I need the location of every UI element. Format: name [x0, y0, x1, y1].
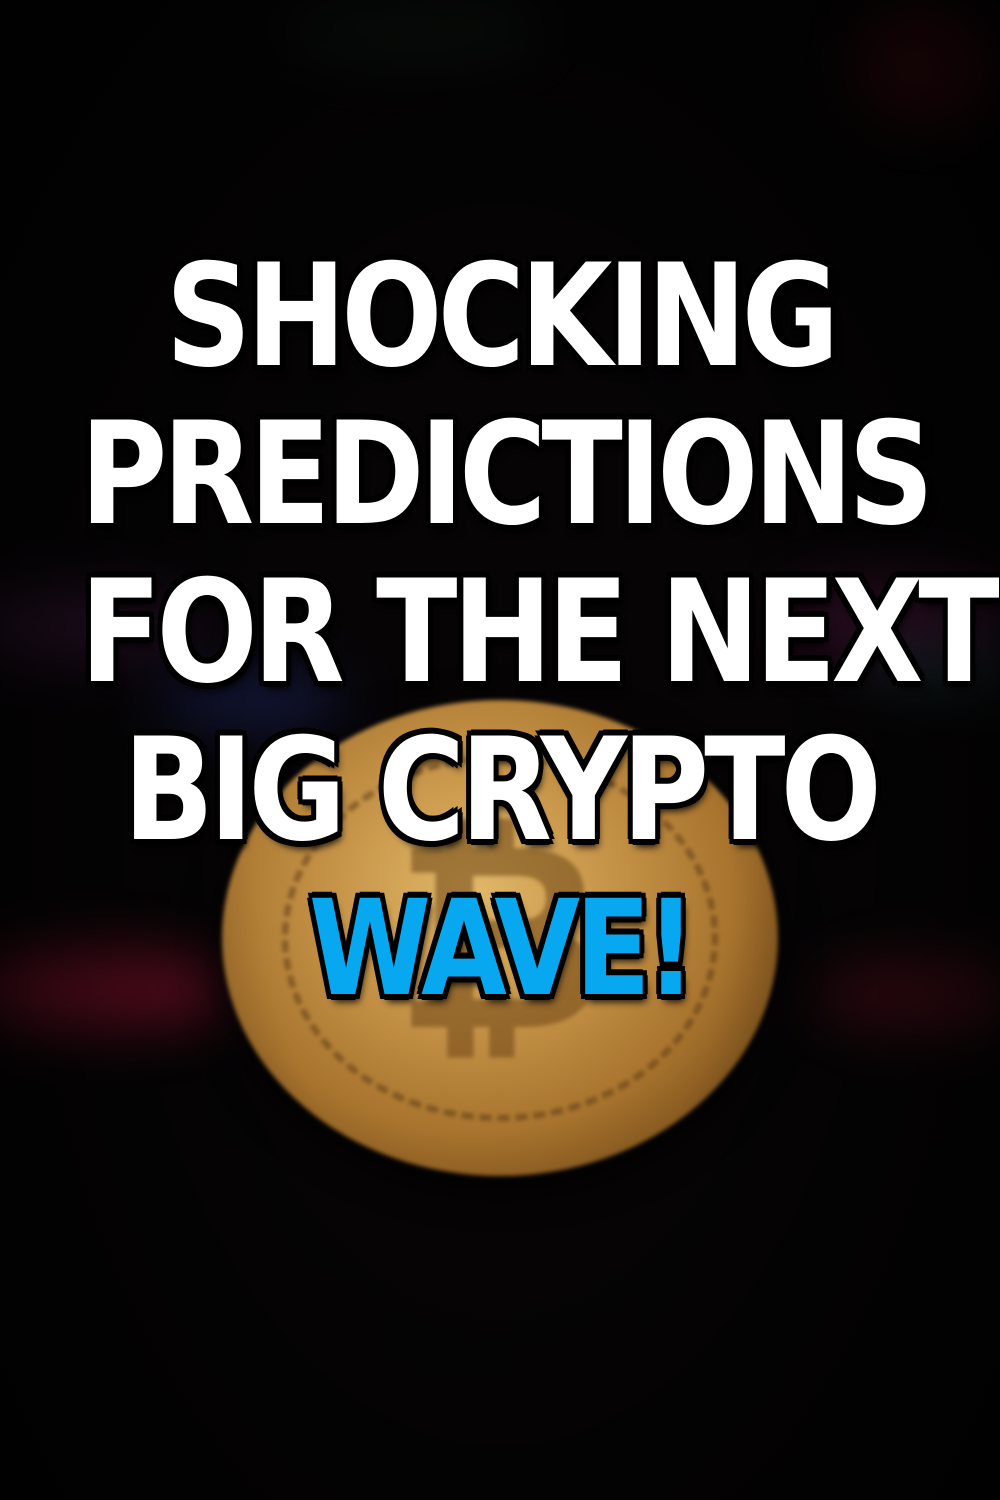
- headline-line-3: FOR THE NEXT: [80, 550, 1000, 715]
- headline-line-1: SHOCKING: [165, 234, 840, 399]
- headline: SHOCKING PREDICTIONS FOR THE NEXT BIG CR…: [0, 234, 1000, 1026]
- headline-line-4: BIG CRYPTO: [123, 708, 882, 873]
- headline-accent-line: WAVE!: [308, 872, 697, 1026]
- headline-line-2: PREDICTIONS: [80, 392, 934, 557]
